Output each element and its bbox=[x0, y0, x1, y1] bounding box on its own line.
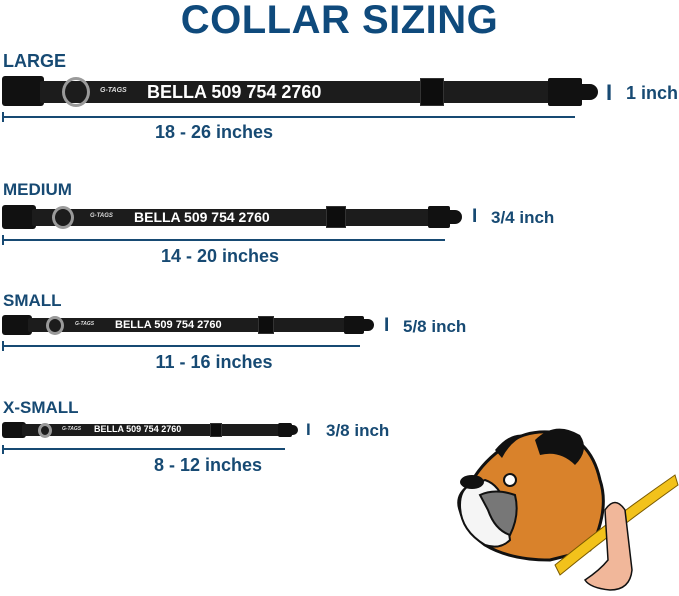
size-label: LARGE bbox=[3, 51, 66, 71]
width-bracket-icon: I bbox=[472, 206, 478, 227]
width-bracket-icon: I bbox=[606, 80, 613, 105]
width-bracket-icon: I bbox=[306, 420, 311, 439]
collar-width: 3/8 inch bbox=[326, 421, 390, 440]
page-title: COLLAR SIZING bbox=[180, 0, 499, 42]
collar-width: 3/4 inch bbox=[491, 208, 555, 227]
size-label: SMALL bbox=[3, 291, 62, 310]
dog-measuring-illustration bbox=[457, 428, 679, 591]
size-label: X-SMALL bbox=[3, 398, 79, 417]
length-range: 8 - 12 inches bbox=[153, 455, 263, 475]
length-range: 14 - 20 inches bbox=[160, 246, 280, 266]
width-bracket-icon: I bbox=[384, 315, 390, 336]
collar-width: 1 inch bbox=[626, 83, 679, 103]
length-range: 18 - 26 inches bbox=[154, 122, 274, 142]
collar-width: 5/8 inch bbox=[403, 317, 467, 336]
length-range: 11 - 16 inches bbox=[155, 352, 273, 372]
size-label: MEDIUM bbox=[3, 180, 72, 199]
